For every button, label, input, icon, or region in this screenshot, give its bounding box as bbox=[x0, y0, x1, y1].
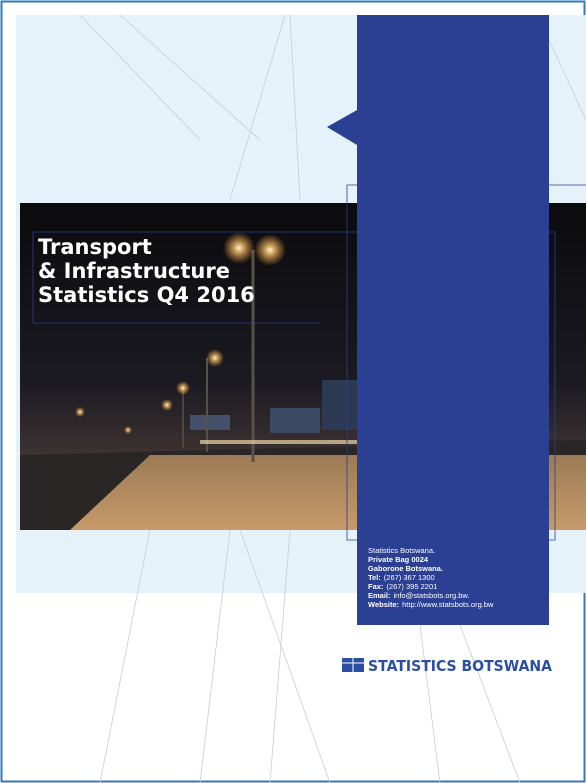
contact-label: Tel: bbox=[368, 573, 381, 582]
contact-text: http://www.statsbots.org.bw bbox=[402, 600, 494, 609]
title-line: Statistics Q4 2016 bbox=[38, 283, 255, 307]
address-line: Private Bag 0024 bbox=[368, 555, 429, 564]
contact-text: (267) 367 1300 bbox=[384, 573, 435, 582]
logo: STATISTICS BOTSWANA bbox=[342, 657, 552, 675]
address-line: Gaborone Botswana. bbox=[368, 564, 443, 573]
contact-line: Fax:(267) 395 2201 bbox=[368, 582, 437, 591]
organization: Statistics Botswana. bbox=[368, 546, 435, 555]
contact-label: Email: bbox=[368, 591, 391, 600]
blue-panel bbox=[327, 15, 549, 625]
cover-page: Transport & Infrastructure Statistics Q4… bbox=[0, 0, 586, 783]
title-line: Transport bbox=[38, 235, 152, 259]
contact-text: (267) 395 2201 bbox=[386, 582, 437, 591]
contact-label: Fax: bbox=[368, 582, 383, 591]
contact-line: Website:http://www.statsbots.org.bw bbox=[368, 600, 494, 609]
contact-text: info@statsbots.org.bw. bbox=[394, 591, 470, 600]
logo-text: STATISTICS BOTSWANA bbox=[368, 657, 552, 675]
contact-label: Website: bbox=[368, 600, 399, 609]
title-line: & Infrastructure bbox=[38, 259, 230, 283]
contact-line: Email:info@statsbots.org.bw. bbox=[368, 591, 470, 600]
contact-line: Tel:(267) 367 1300 bbox=[368, 573, 435, 582]
